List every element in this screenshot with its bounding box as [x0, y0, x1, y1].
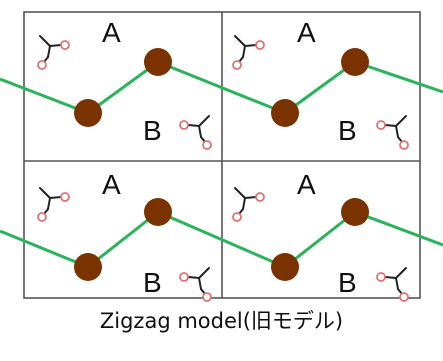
zigzag-line-top: [0, 60, 443, 115]
molecule-icon: [232, 35, 265, 70]
label-b: B: [338, 115, 357, 146]
molecule-icon: [179, 115, 212, 150]
label-a: A: [102, 17, 121, 48]
label-a: A: [102, 169, 121, 200]
zigzag-line-bottom: [0, 210, 443, 269]
atom: [74, 253, 102, 281]
diagram-caption: Zigzag model(旧モデル): [99, 309, 344, 333]
atom: [74, 99, 102, 127]
atom: [271, 253, 299, 281]
label-a: A: [297, 169, 316, 200]
atom: [144, 48, 172, 76]
atom: [341, 198, 369, 226]
label-b: B: [143, 115, 162, 146]
molecule-icon: [376, 267, 409, 302]
atoms: [74, 48, 369, 281]
molecule-icon: [179, 267, 212, 302]
label-b: B: [143, 267, 162, 298]
molecule-icon: [37, 35, 70, 70]
label-a: A: [297, 17, 316, 48]
molecule-icon: [376, 115, 409, 150]
label-b: B: [338, 267, 357, 298]
molecule-icon: [232, 187, 265, 222]
grid: [23, 11, 421, 299]
atom: [144, 198, 172, 226]
atom: [341, 48, 369, 76]
molecule-icon: [37, 187, 70, 222]
atom: [271, 99, 299, 127]
